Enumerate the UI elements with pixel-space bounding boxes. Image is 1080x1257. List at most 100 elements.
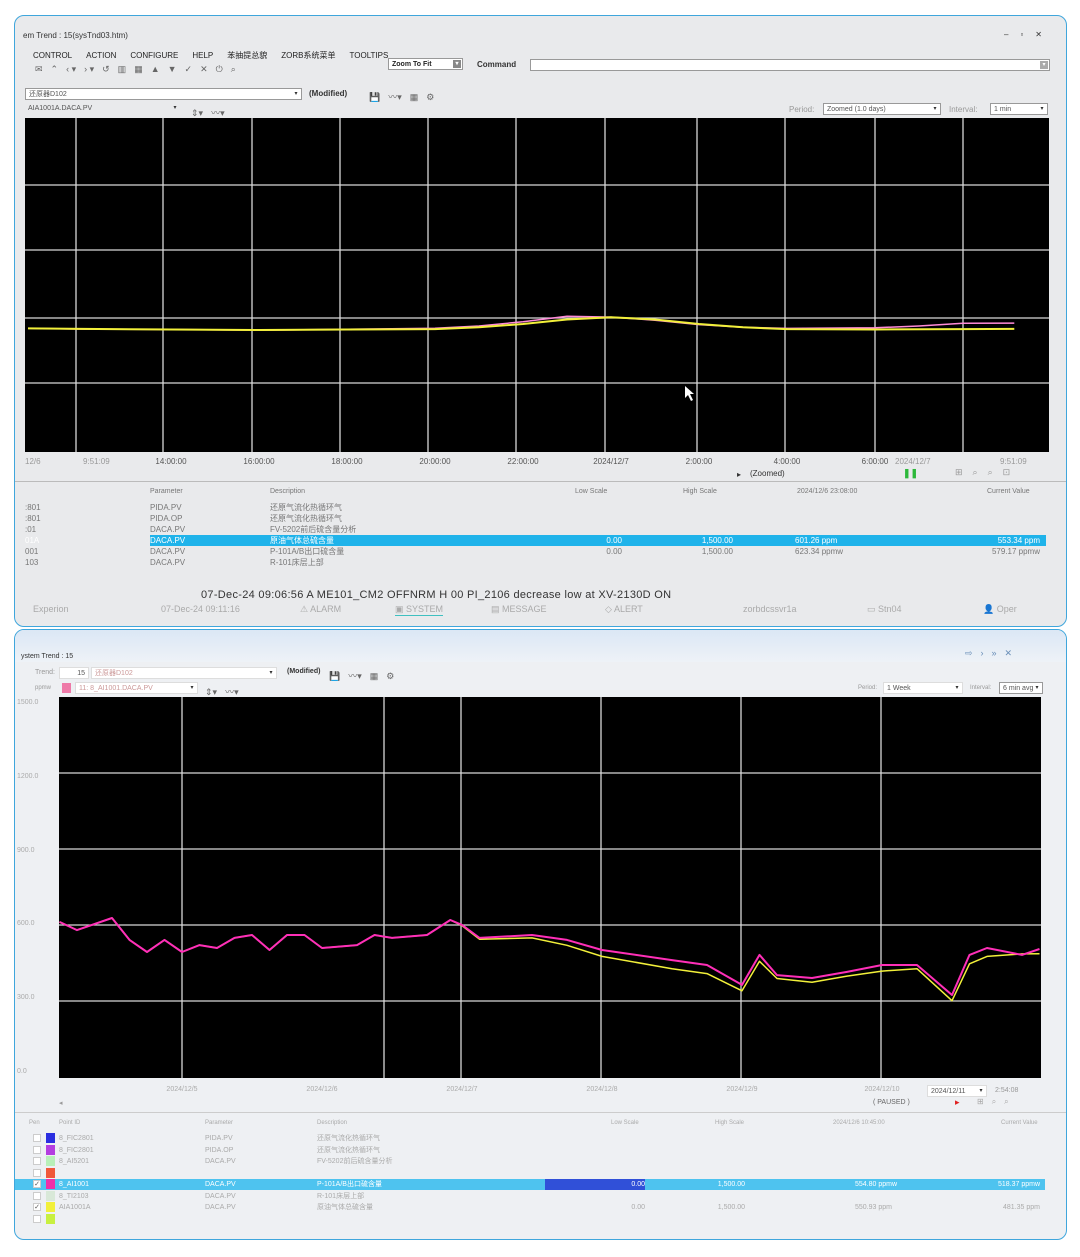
table-icon[interactable]: ▦ [134, 64, 143, 74]
play-icon[interactable]: ▸ [955, 1097, 960, 1107]
undo-icon[interactable]: ↺ [102, 64, 110, 74]
interval-select[interactable]: 6 min avg ▾ [999, 682, 1043, 694]
interval-select[interactable]: 1 min ▾ [990, 103, 1048, 115]
alarm-button[interactable]: ⚠ ALARM [300, 604, 342, 614]
table-row[interactable]: 01A DACA.PV 原油气体总硫含量 0.00 1,500.00 601.26 ppm… [15, 535, 1046, 546]
play-icon[interactable]: ▸ [737, 470, 742, 479]
menu-item[interactable]: HELP [192, 51, 214, 60]
system-button[interactable]: ▣ SYSTEM [395, 604, 444, 616]
trend-select[interactable]: 还原器D102 ▾ [25, 88, 302, 100]
table-row[interactable] [15, 1213, 1045, 1225]
period-select[interactable]: Zoomed (1.0 days) ▾ [823, 103, 941, 115]
point-select[interactable]: 11: 8_AI1001.DACA.PV ▾ [75, 682, 198, 694]
pen-color-swatch[interactable] [46, 1190, 55, 1201]
menu-item[interactable]: ZORB系统菜单 [281, 51, 336, 60]
menu-item[interactable]: CONFIGURE [130, 51, 179, 60]
search-icon[interactable]: ⌕ [230, 64, 236, 74]
pen-color-swatch[interactable] [46, 1167, 55, 1178]
pen-checkbox[interactable]: ✓ [33, 1180, 41, 1188]
point-select[interactable]: AIA1001A.DACA.PV ▾ [25, 103, 180, 115]
scroll-left-icon[interactable]: ◂ [59, 1100, 63, 1107]
down-icon[interactable]: ▼ [167, 64, 177, 74]
bar-icon[interactable]: ▦ [409, 92, 419, 102]
back-icon[interactable]: ‹ ▾ [66, 64, 77, 74]
menu-item[interactable]: TOOLTIPS [349, 51, 389, 60]
forward-icon[interactable]: › ▾ [84, 64, 95, 74]
end-time[interactable]: 2:54:08 [995, 1087, 1019, 1094]
table-row[interactable]: 103 DACA.PV R-101床层上部 [15, 557, 1045, 568]
scale-icon[interactable]: ⇕▾ [191, 108, 204, 118]
x-tick-label: 2024/12/8 [586, 1086, 618, 1093]
window-controls[interactable]: –▫✕ [1004, 30, 1054, 39]
column-header-description: Description [270, 488, 306, 495]
zoom-tools[interactable]: ⊞⌕⌕⊡ [955, 467, 1021, 477]
table-row[interactable]: 8_FIC2801 PIDA.PV 还原气流化热循环气 [15, 1133, 1045, 1144]
pen-color-swatch[interactable] [46, 1133, 55, 1143]
zoom-tools[interactable]: ⊞⌕⌕ [977, 1097, 1017, 1106]
window-controls[interactable]: ⇨›»✕ [965, 648, 1021, 658]
menu-item[interactable]: 苯抽提总貌 [227, 51, 268, 60]
pen-color-swatch[interactable] [46, 1179, 55, 1189]
point-id: 8_FIC2801 [59, 1135, 94, 1142]
end-date[interactable]: 2024/12/11 ▾ [927, 1085, 987, 1097]
trend-type-icon[interactable]: 〰▾ [225, 687, 239, 697]
save-icon[interactable]: 💾 [369, 92, 381, 102]
trend-plot-zoomed[interactable] [25, 118, 1049, 452]
pen-checkbox[interactable]: ✓ [33, 1203, 41, 1211]
power-icon[interactable]: ⏻ [215, 64, 223, 74]
table-row[interactable]: ✓ AIA1001A DACA.PV 原油气体总硫含量 0.00 1,500.00 550.… [15, 1202, 1045, 1213]
table-row[interactable]: ✓ 8_AI1001 DACA.PV P-101A/B出口硫含量 0.00 1,500.0… [15, 1179, 1045, 1190]
trend-number-input[interactable]: 15 [59, 667, 89, 679]
table-row[interactable]: 8_TI2103 DACA.PV R-101床层上部 [15, 1190, 1045, 1202]
mail-up-icon[interactable]: ⌃ [50, 64, 59, 74]
pen-checkbox[interactable] [33, 1214, 41, 1223]
period-select[interactable]: 1 Week ▾ [883, 682, 963, 694]
table-row[interactable]: 8_AI5201 DACA.PV FV-5202前后硫含量分析 [15, 1156, 1045, 1167]
pen-checkbox[interactable] [33, 1168, 41, 1177]
line-style-icon[interactable]: 〰▾ [388, 92, 402, 102]
menu-item[interactable]: CONTROL [33, 51, 73, 60]
trend-type-icon[interactable]: 〰▾ [211, 108, 225, 118]
pen-color-swatch[interactable] [46, 1144, 55, 1155]
pen-checkbox[interactable] [33, 1191, 41, 1200]
start-time[interactable]: 9:51:09 [83, 457, 110, 466]
config-icon[interactable]: ⚙ [426, 92, 435, 102]
bar-icon[interactable]: ▦ [369, 671, 379, 681]
table-row[interactable]: :801 PIDA.PV 还原气流化热循环气 [15, 502, 1045, 513]
mail-icon[interactable]: ✉ [35, 64, 43, 74]
pause-icon[interactable]: ❚❚ [903, 468, 919, 478]
table-row[interactable]: 8_FIC2801 PIDA.OP 还原气流化热循环气 [15, 1144, 1045, 1156]
pen-color-swatch[interactable] [46, 1156, 55, 1166]
description: FV-5202前后硫含量分析 [317, 1158, 393, 1165]
config-icon[interactable]: ⚙ [386, 671, 395, 681]
end-time[interactable]: 9:51:09 [1000, 457, 1027, 466]
message-button[interactable]: ▤ MESSAGE [491, 604, 547, 614]
pen-checkbox[interactable] [33, 1157, 41, 1165]
table-row[interactable]: :01 DACA.PV FV-5202前后硫含量分析 [15, 524, 1045, 535]
pen-checkbox[interactable] [33, 1145, 41, 1154]
line-style-icon[interactable]: 〰▾ [348, 671, 362, 681]
scale-icon[interactable]: ⇕▾ [205, 687, 218, 697]
table-row[interactable]: 001 DACA.PV P-101A/B出口硫含量 0.00 1,500.00 623.3… [15, 546, 1045, 557]
trend-plot-week[interactable] [59, 697, 1041, 1078]
alarm-line[interactable]: 07-Dec-24 09:06:56 A ME101_CM2 OFFNRM H … [201, 589, 672, 601]
zoom-to-fit-select[interactable]: Zoom To Fit ▾ [388, 58, 463, 70]
pen-color-swatch[interactable] [46, 1213, 55, 1224]
chart-icon[interactable]: ▥ [117, 64, 127, 74]
start-date[interactable]: 12/6 [25, 457, 41, 466]
pen-color-swatch[interactable] [46, 1202, 55, 1212]
menu-item[interactable]: ACTION [86, 51, 117, 60]
end-date[interactable]: 2024/12/7 [895, 457, 931, 466]
user-label: Oper [996, 604, 1017, 614]
up-icon[interactable]: ▲ [150, 64, 160, 74]
save-icon[interactable]: 💾 [329, 671, 341, 681]
cross-icon[interactable]: ✕ [200, 64, 208, 74]
pen-color-swatch[interactable] [62, 683, 71, 693]
command-input[interactable]: ▾ [530, 59, 1050, 71]
pen-checkbox[interactable] [33, 1134, 41, 1142]
table-row[interactable]: :801 PIDA.OP 还原气流化热循环气 [15, 513, 1045, 524]
trend-select[interactable]: 还原器D102 ▾ [91, 667, 277, 679]
check-icon[interactable]: ✓ [184, 64, 193, 74]
table-row[interactable] [15, 1167, 1045, 1179]
alert-button[interactable]: ◇ ALERT [605, 604, 643, 614]
